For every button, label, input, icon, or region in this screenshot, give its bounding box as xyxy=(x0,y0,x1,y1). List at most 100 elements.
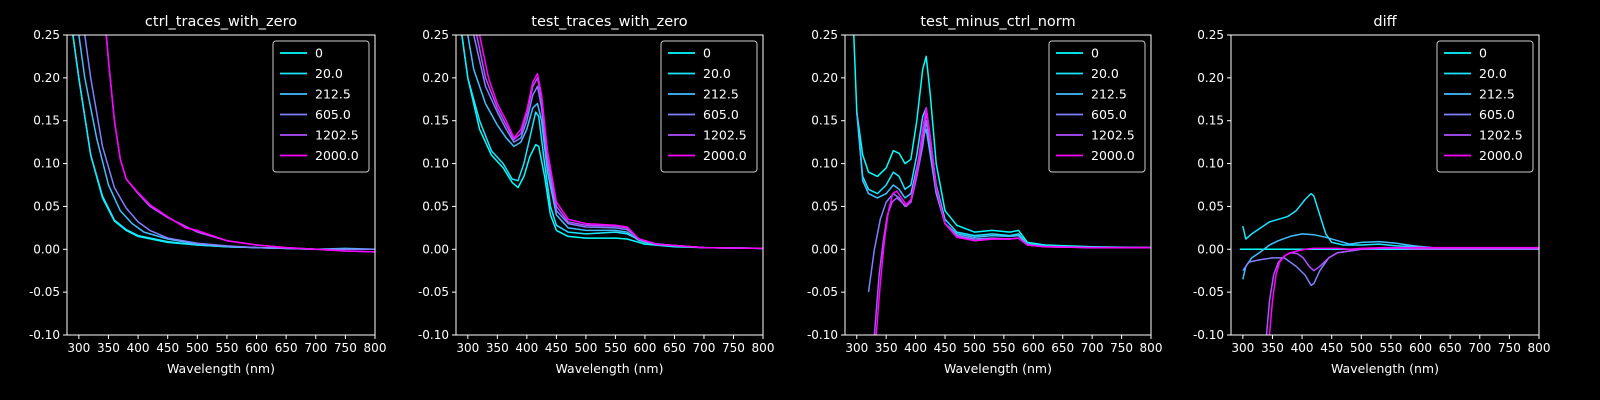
axes-frame xyxy=(66,34,376,336)
x-tick-label: 600 xyxy=(1409,341,1432,355)
y-tick-label: 0.05 xyxy=(33,199,60,213)
y-tick-label: -0.10 xyxy=(1193,328,1224,342)
y-tick-label: 0.10 xyxy=(422,157,449,171)
y-tick-label: 0.15 xyxy=(33,114,60,128)
legend-label: 605.0 xyxy=(315,107,351,122)
chart-panel-2: test_traces_with_zero 300 350 400 450 500 550 6… xyxy=(418,14,775,376)
legend: 0 20.0 212.5 605.0 1202.5 2000.0 xyxy=(660,40,758,173)
x-tick-label: 600 xyxy=(633,341,656,355)
y-tick-label: -0.05 xyxy=(807,285,838,299)
legend-label: 0 xyxy=(1091,46,1099,61)
series-group xyxy=(1239,192,1539,335)
x-tick-label: 450 xyxy=(156,341,179,355)
x-tick-label: 350 xyxy=(875,341,898,355)
chart-title: test_traces_with_zero xyxy=(531,14,688,30)
x-tick-label: 400 xyxy=(904,341,927,355)
legend: 0 20.0 212.5 605.0 1202.5 2000.0 xyxy=(1436,40,1534,173)
legend-label: 20.0 xyxy=(1091,66,1119,81)
legend-label: 1202.5 xyxy=(1479,128,1523,143)
x-tick-label: 800 xyxy=(752,341,775,355)
series-group xyxy=(461,35,763,250)
x-tick-label: 500 xyxy=(574,341,597,355)
x-tick-label: 350 xyxy=(1261,341,1284,355)
y-tick-label: 0.05 xyxy=(1197,199,1224,213)
x-axis-label: Wavelength (nm) xyxy=(556,361,664,376)
legend: 0 20.0 212.5 605.0 1202.5 2000.0 xyxy=(272,40,370,173)
x-tick-label: 500 xyxy=(1350,341,1373,355)
x-tick-label: 300 xyxy=(1231,341,1254,355)
series-line-5 xyxy=(478,35,763,250)
axes-frame xyxy=(455,34,764,336)
legend-label: 20.0 xyxy=(703,66,731,81)
legend-label: 605.0 xyxy=(703,107,739,122)
series-line-0 xyxy=(853,35,1151,249)
y-tick-label: 0.20 xyxy=(1197,71,1224,85)
series-line-5 xyxy=(1268,246,1539,335)
legend-label: 212.5 xyxy=(703,87,739,102)
axes-frame xyxy=(844,34,1152,336)
x-axis-label: Wavelength (nm) xyxy=(1331,361,1439,376)
x-tick-label: 650 xyxy=(1051,341,1074,355)
y-tick-label: 0.25 xyxy=(1197,28,1224,42)
legend-label: 2000.0 xyxy=(703,148,747,163)
y-tick-label: 0.10 xyxy=(33,157,60,171)
x-tick-label: 800 xyxy=(1528,341,1551,355)
y-tick-label: 0.15 xyxy=(422,114,449,128)
series-line-2 xyxy=(1242,233,1539,280)
y-tick-label: 0.10 xyxy=(811,157,838,171)
y-tick-label: -0.05 xyxy=(418,285,449,299)
x-tick-label: 700 xyxy=(1081,341,1104,355)
legend-label: 1202.5 xyxy=(703,128,747,143)
series-group xyxy=(853,35,1151,335)
y-tick-label: 0.00 xyxy=(422,242,449,256)
y-tick-label: 0.15 xyxy=(811,114,838,128)
series-line-5 xyxy=(875,107,1151,335)
legend-label: 20.0 xyxy=(1479,66,1507,81)
x-tick-label: 800 xyxy=(1140,341,1163,355)
y-tick-label: 0.25 xyxy=(33,28,60,42)
x-tick-label: 500 xyxy=(186,341,209,355)
x-tick-label: 600 xyxy=(245,341,268,355)
chart-panel-1: ctrl_traces_with_zero 300 350 400 450 500 550 6… xyxy=(29,14,387,376)
x-tick-label: 500 xyxy=(963,341,986,355)
legend-label: 605.0 xyxy=(1091,107,1127,122)
x-tick-label: 800 xyxy=(364,341,387,355)
x-tick-label: 550 xyxy=(992,341,1015,355)
x-tick-label: 700 xyxy=(693,341,716,355)
legend-label: 1202.5 xyxy=(315,128,359,143)
y-tick-label: 0.00 xyxy=(33,242,60,256)
legend-label: 212.5 xyxy=(1091,87,1127,102)
x-tick-label: 750 xyxy=(334,341,357,355)
legend-label: 2000.0 xyxy=(1091,148,1135,163)
x-tick-label: 400 xyxy=(1291,341,1314,355)
y-tick-label: -0.10 xyxy=(807,328,838,342)
x-tick-label: 350 xyxy=(486,341,509,355)
legend-label: 20.0 xyxy=(315,66,343,81)
chart-title: ctrl_traces_with_zero xyxy=(145,14,297,30)
x-tick-label: 650 xyxy=(663,341,686,355)
x-tick-label: 600 xyxy=(1022,341,1045,355)
x-axis-label: Wavelength (nm) xyxy=(944,361,1052,376)
x-tick-label: 300 xyxy=(845,341,868,355)
x-tick-label: 650 xyxy=(1439,341,1462,355)
x-tick-label: 450 xyxy=(1320,341,1343,355)
y-tick-label: 0.10 xyxy=(1197,157,1224,171)
y-tick-label: 0.15 xyxy=(1197,114,1224,128)
series-line-4 xyxy=(1265,247,1539,335)
y-tick-label: -0.05 xyxy=(29,285,60,299)
legend-label: 212.5 xyxy=(1479,87,1515,102)
series-line-1 xyxy=(1242,192,1539,251)
x-tick-label: 350 xyxy=(97,341,120,355)
y-tick-label: -0.10 xyxy=(418,328,449,342)
chart-title: test_minus_ctrl_norm xyxy=(920,14,1075,30)
legend-label: 212.5 xyxy=(315,87,351,102)
series-line-0 xyxy=(461,35,763,250)
series-line-2 xyxy=(467,35,763,250)
y-tick-label: 0.25 xyxy=(811,28,838,42)
legend-label: 0 xyxy=(1479,46,1487,61)
chart-panel-4: diff 300 350 400 450 500 550 600 650 700 750 800 -0.… xyxy=(1193,14,1551,376)
y-tick-label: 0.20 xyxy=(33,71,60,85)
series-line-2 xyxy=(856,112,1151,249)
legend-label: 605.0 xyxy=(1479,107,1515,122)
